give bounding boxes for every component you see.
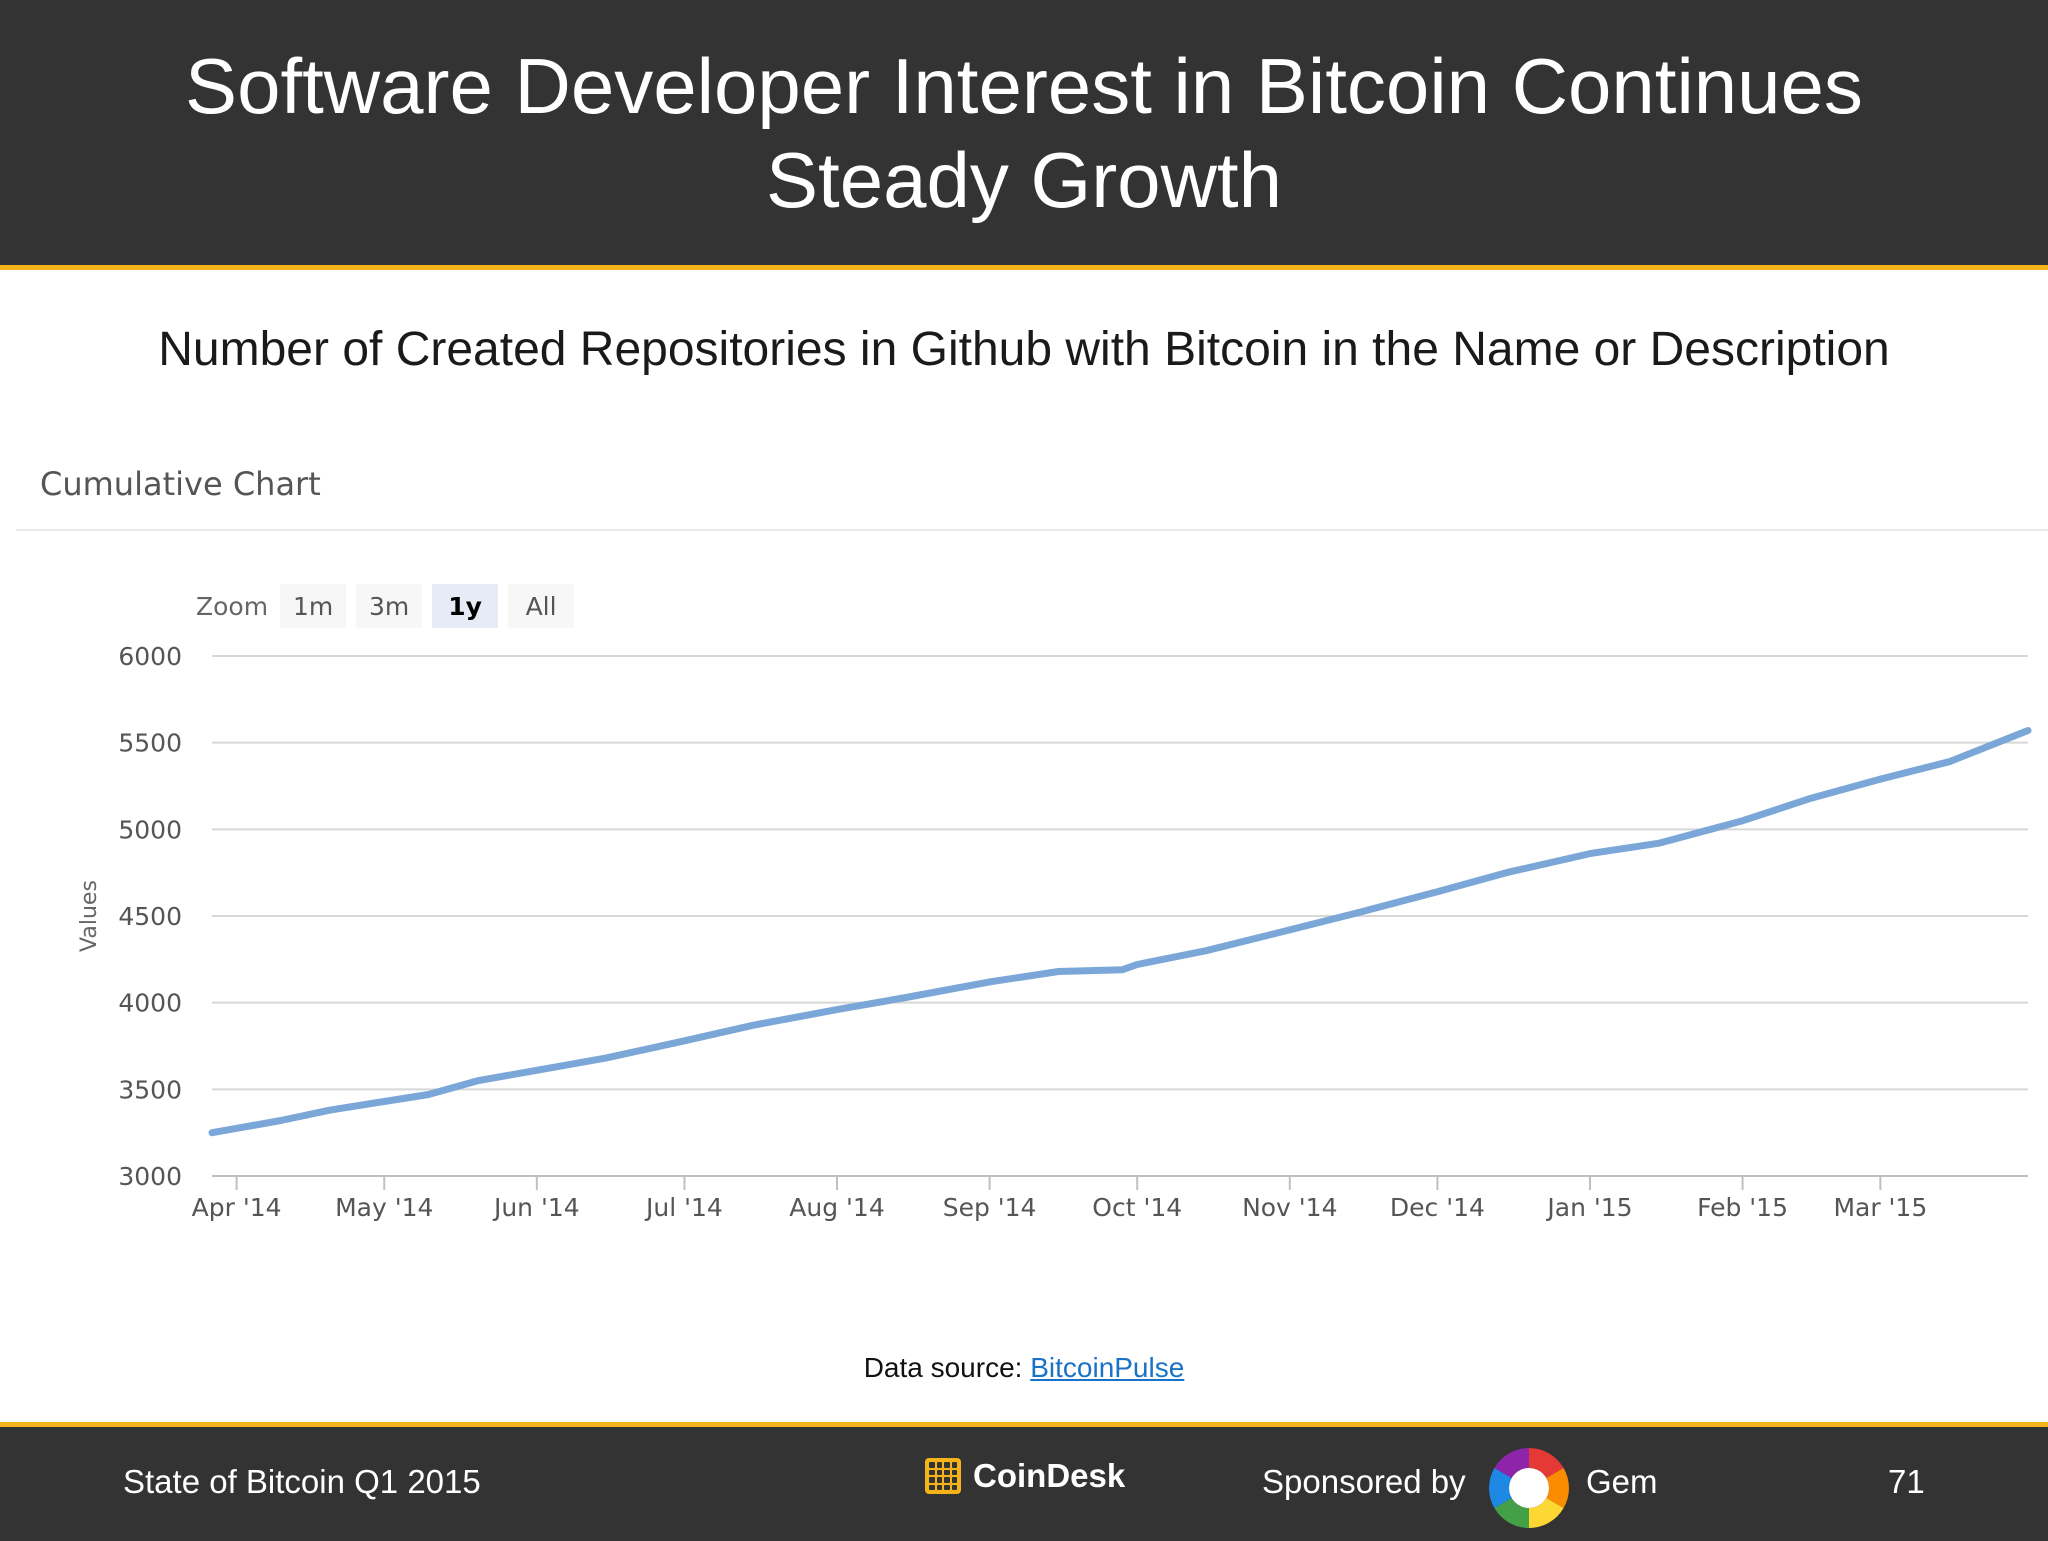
sponsor-label: Sponsored by [1262,1463,1466,1500]
slide-header: Software Developer Interest in Bitcoin C… [0,0,2048,270]
y-tick-label: 5000 [118,815,182,844]
chart-subtitle: Number of Created Repositories in Github… [158,323,1890,376]
y-tick-label: 5500 [118,729,182,758]
zoom-button-1y[interactable]: 1y [432,584,499,628]
chart-gridlines [212,655,2028,1177]
y-tick-label: 4000 [118,989,182,1018]
chart-panel-title: Cumulative Chart [40,465,321,503]
y-axis-label: Values [77,880,102,952]
data-source-link[interactable]: BitcoinPulse [1030,1352,1185,1383]
x-tick-label: Apr '14 [192,1193,282,1222]
x-tick-label: Mar '15 [1833,1193,1927,1222]
line-chart: 3000 3500 4000 4500 5000 5500 6000 Apr '14 May … [77,642,2032,1222]
coindesk-brand-text: CoinDesk [973,1457,1126,1494]
sponsor-name: Gem [1586,1463,1658,1500]
x-axis-ticks: Apr '14 May '14 Jun '14 Jul '14 Aug '14 Sep '… [192,1175,2028,1222]
y-tick-label: 6000 [118,642,182,671]
y-tick-label: 3500 [118,1075,182,1104]
page-number: 71 [1888,1463,1925,1500]
coindesk-logo-icon [925,1458,961,1494]
zoom-button-1m[interactable]: 1m [280,584,347,628]
x-tick-label: Aug '14 [789,1193,884,1222]
x-tick-label: Nov '14 [1242,1193,1337,1222]
x-tick-label: Feb '15 [1697,1193,1788,1222]
x-tick-label: Jun '14 [492,1193,580,1222]
x-tick-label: Oct '14 [1092,1193,1182,1222]
data-source: Data source: BitcoinPulse [0,1352,2048,1384]
data-source-prefix: Data source: [863,1352,1031,1383]
gem-logo-icon [1489,1448,1569,1528]
slide-title: Software Developer Interest in Bitcoin C… [185,41,1863,224]
y-tick-label: 3000 [118,1162,182,1191]
y-tick-label: 4500 [118,902,182,931]
zoom-button-all[interactable]: All [508,584,575,628]
x-tick-label: May '14 [335,1193,433,1222]
zoom-label: Zoom [196,591,269,621]
series-line-0 [208,727,2032,1137]
footer-report-title: State of Bitcoin Q1 2015 [123,1463,481,1500]
y-axis-ticks: 3000 3500 4000 4500 5000 5500 6000 [118,642,182,1191]
x-tick-label: Jan '15 [1545,1193,1632,1222]
chart-series [208,727,2032,1137]
x-tick-label: Jul '14 [644,1193,723,1222]
x-tick-label: Sep '14 [943,1193,1037,1222]
zoom-button-3m[interactable]: 3m [356,584,423,628]
coindesk-brand: CoinDesk [925,1457,1125,1495]
zoom-controls: Zoom 1m 3m 1y All [196,584,584,628]
slide-footer: State of Bitcoin Q1 2015 CoinDesk Sponso… [0,1422,2048,1541]
x-tick-label: Dec '14 [1390,1193,1485,1222]
chart-panel-divider [16,529,2048,531]
